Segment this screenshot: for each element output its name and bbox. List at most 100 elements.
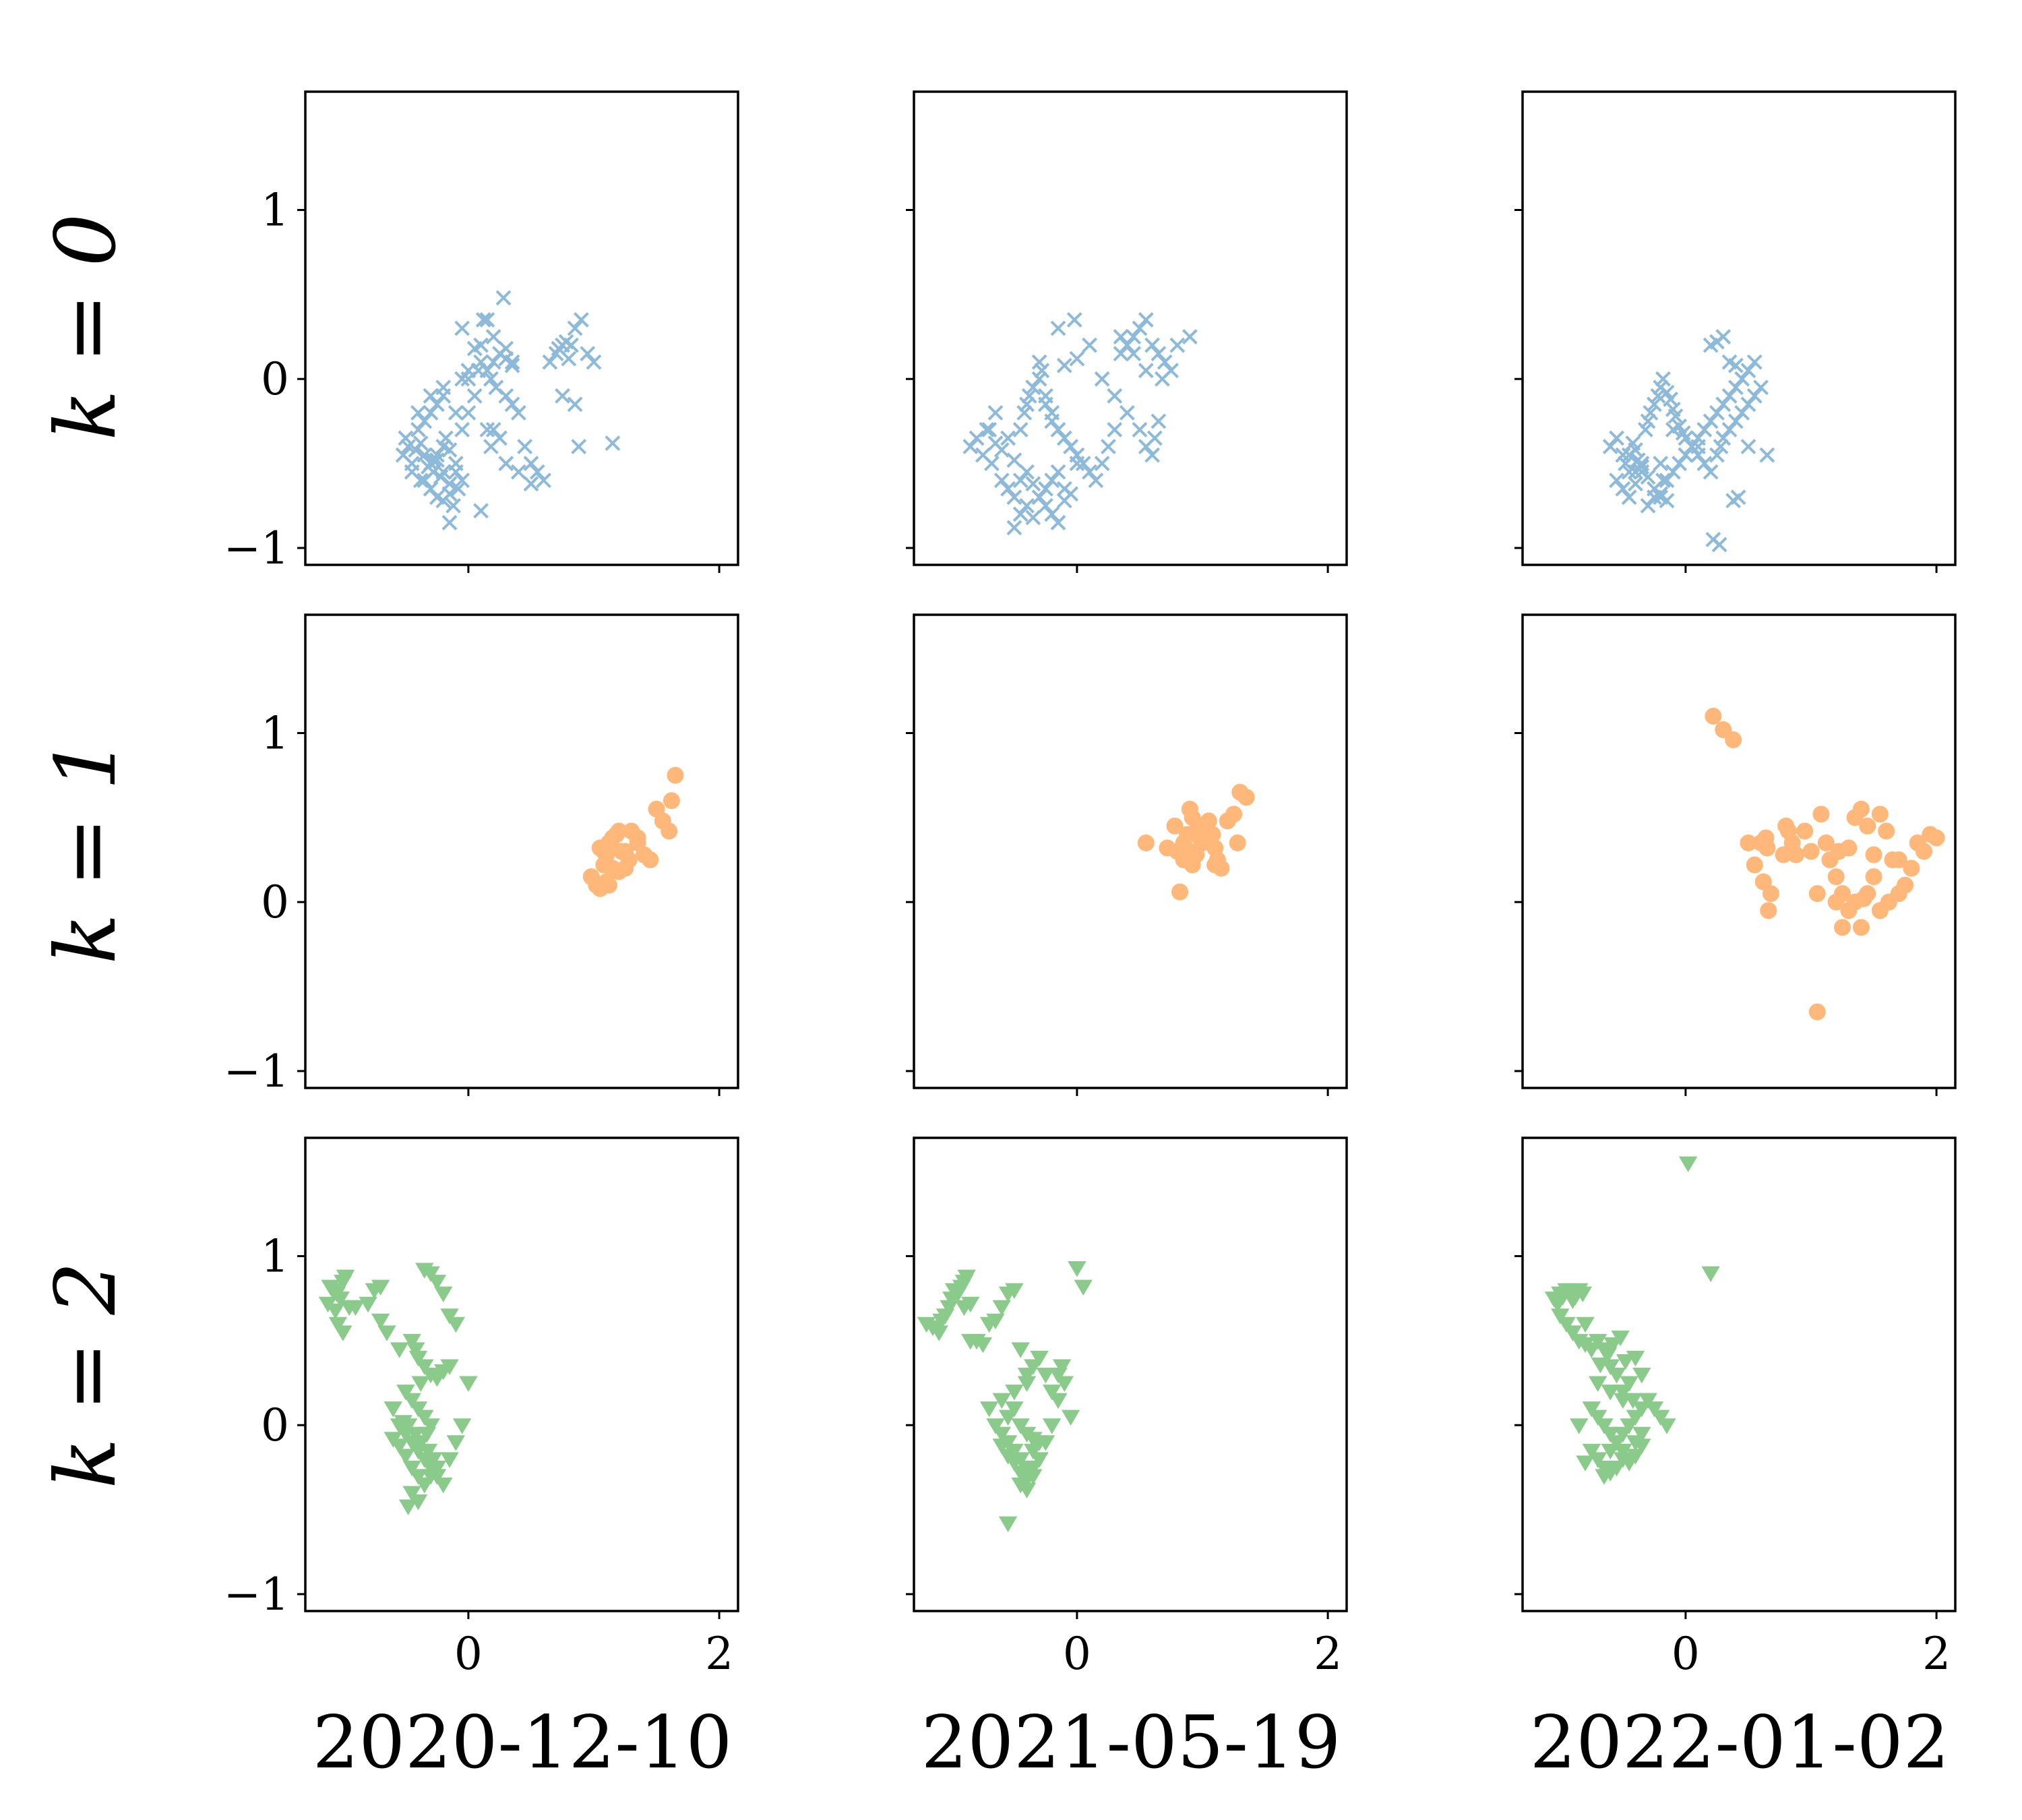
point-x-marker bbox=[1709, 404, 1725, 421]
point-x-marker bbox=[1082, 337, 1097, 353]
point-x-marker bbox=[504, 396, 520, 413]
point-circle-marker bbox=[600, 876, 617, 894]
point-x-marker bbox=[1672, 456, 1688, 471]
point-circle-marker bbox=[1928, 829, 1945, 847]
point-x-marker bbox=[542, 354, 558, 370]
point-circle-marker bbox=[1890, 851, 1907, 869]
point-x-marker bbox=[495, 290, 512, 306]
point-triangle-marker bbox=[1582, 1342, 1601, 1358]
point-x-marker bbox=[435, 380, 452, 396]
point-triangle-marker bbox=[1588, 1333, 1607, 1350]
point-x-marker bbox=[1155, 371, 1170, 387]
point-x-marker bbox=[1711, 537, 1727, 553]
point-circle-marker bbox=[617, 843, 634, 860]
labels-layer: k = 0 k = 1 k = 2 2020-12-10 2021-05-19 … bbox=[38, 214, 1949, 1785]
point-circle-marker bbox=[1206, 839, 1224, 857]
points-r1-c1 bbox=[1137, 783, 1255, 901]
point-x-marker bbox=[1063, 439, 1079, 454]
point-x-marker bbox=[1126, 346, 1142, 362]
point-x-marker bbox=[1678, 430, 1694, 446]
panel-frame bbox=[304, 90, 739, 566]
points-r2-c2 bbox=[1544, 1156, 1720, 1485]
point-triangle-marker bbox=[1036, 1368, 1055, 1384]
point-x-marker bbox=[586, 354, 602, 370]
point-triangle-marker bbox=[1049, 1393, 1068, 1409]
point-x-marker bbox=[1740, 396, 1756, 413]
point-x-marker bbox=[1759, 447, 1775, 463]
point-x-marker bbox=[1615, 481, 1631, 497]
point-x-marker bbox=[441, 442, 458, 458]
point-x-marker bbox=[441, 514, 458, 530]
point-x-marker bbox=[435, 464, 452, 480]
point-x-marker bbox=[1703, 413, 1719, 429]
point-triangle-marker bbox=[1601, 1443, 1620, 1460]
point-circle-marker bbox=[1827, 893, 1845, 911]
point-x-marker bbox=[423, 404, 439, 421]
point-triangle-marker bbox=[1645, 1401, 1664, 1418]
point-triangle-marker bbox=[359, 1296, 377, 1313]
panel-r1-c2 bbox=[1514, 613, 1957, 1096]
point-circle-marker bbox=[1715, 721, 1732, 738]
point-x-marker bbox=[605, 435, 621, 451]
point-x-marker bbox=[1628, 464, 1643, 480]
point-triangle-marker bbox=[1614, 1385, 1632, 1401]
point-triangle-marker bbox=[1624, 1393, 1643, 1409]
y-tick-label: −1 bbox=[224, 1045, 289, 1097]
point-circle-marker bbox=[591, 839, 609, 857]
point-x-marker bbox=[1056, 430, 1072, 446]
point-x-marker bbox=[1634, 456, 1650, 471]
point-x-marker bbox=[1727, 413, 1744, 429]
point-x-marker bbox=[1006, 452, 1022, 468]
point-x-marker bbox=[1144, 337, 1160, 353]
point-circle-marker bbox=[1166, 817, 1184, 835]
point-triangle-marker bbox=[1011, 1418, 1030, 1434]
point-x-marker bbox=[398, 430, 414, 446]
point-circle-marker bbox=[1775, 846, 1792, 863]
point-triangle-marker bbox=[1588, 1376, 1607, 1392]
x-tick-label: 2 bbox=[705, 1628, 733, 1680]
point-x-marker bbox=[441, 486, 458, 502]
point-triangle-marker bbox=[1030, 1452, 1049, 1468]
point-x-marker bbox=[1044, 473, 1060, 489]
point-x-marker bbox=[400, 439, 417, 454]
point-x-marker bbox=[1119, 404, 1135, 421]
point-triangle-marker bbox=[446, 1435, 466, 1451]
point-x-marker bbox=[504, 354, 520, 370]
panel-frame bbox=[913, 613, 1348, 1089]
x-tick-label: 2 bbox=[1314, 1628, 1342, 1680]
point-triangle-marker bbox=[459, 1376, 478, 1392]
point-x-marker bbox=[1637, 422, 1653, 437]
point-circle-marker bbox=[629, 834, 646, 851]
point-triangle-marker bbox=[979, 1401, 999, 1418]
point-x-marker bbox=[555, 388, 570, 404]
point-x-marker bbox=[1640, 497, 1656, 514]
point-circle-marker bbox=[1754, 873, 1772, 890]
point-x-marker bbox=[1094, 456, 1110, 471]
point-triangle-marker bbox=[1632, 1368, 1651, 1384]
point-x-marker bbox=[1621, 447, 1637, 463]
point-circle-marker bbox=[1817, 834, 1835, 851]
point-x-marker bbox=[1107, 388, 1123, 404]
point-x-marker bbox=[1006, 520, 1022, 536]
point-triangle-marker bbox=[1061, 1409, 1080, 1426]
point-x-marker bbox=[1655, 473, 1671, 489]
point-triangle-marker bbox=[1603, 1337, 1622, 1354]
point-triangle-marker bbox=[1030, 1350, 1049, 1367]
point-circle-marker bbox=[1725, 731, 1742, 749]
point-triangle-marker bbox=[1005, 1401, 1024, 1418]
point-triangle-marker bbox=[1701, 1266, 1720, 1282]
point-x-marker bbox=[993, 473, 1010, 489]
point-triangle-marker bbox=[408, 1401, 428, 1418]
point-triangle-marker bbox=[384, 1401, 403, 1418]
point-x-marker bbox=[485, 354, 501, 370]
point-x-marker bbox=[454, 422, 470, 437]
point-triangle-marker bbox=[992, 1393, 1012, 1409]
point-circle-marker bbox=[1237, 789, 1255, 806]
point-circle-marker bbox=[1903, 859, 1920, 877]
point-triangle-marker bbox=[986, 1313, 1005, 1330]
point-x-marker bbox=[1678, 447, 1694, 463]
point-triangle-marker bbox=[1632, 1401, 1651, 1418]
point-x-marker bbox=[1734, 371, 1750, 387]
point-x-marker bbox=[563, 337, 579, 353]
